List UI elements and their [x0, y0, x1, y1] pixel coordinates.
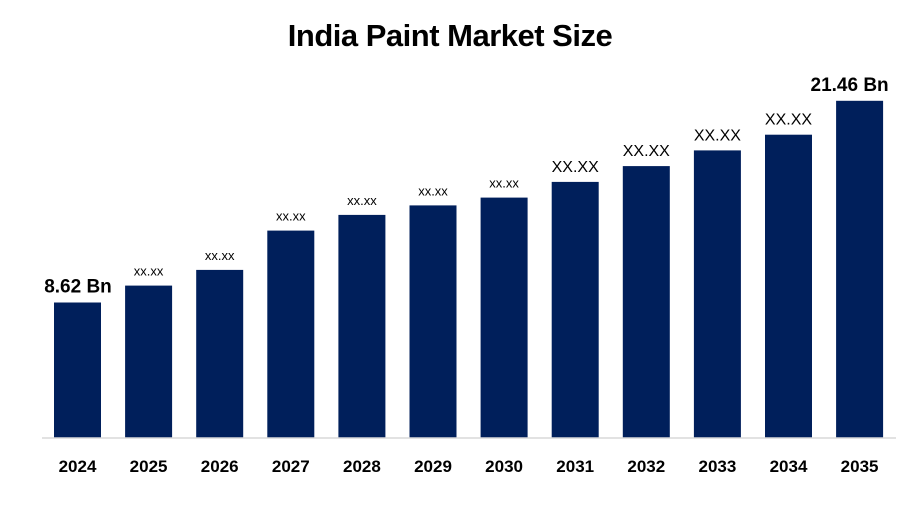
labels-layer: 8.62 Bn xx.xx xx.xx xx.xx xx.xx xx.xx xx.xx XX.… [44, 75, 888, 298]
x-tick-2034: 2034 [770, 457, 808, 476]
chart-title: India Paint Market Size [287, 18, 613, 53]
value-label-2025: xx.xx [134, 264, 164, 279]
bar-2028 [338, 214, 386, 438]
bars-layer [54, 100, 884, 439]
value-label-2028: xx.xx [347, 193, 377, 208]
bar-2034 [765, 134, 812, 438]
bar-2030 [480, 197, 528, 438]
value-label-2027: xx.xx [276, 209, 306, 224]
value-label-2035: 21.46 Bn [811, 75, 889, 96]
bar-2026 [196, 269, 244, 438]
x-tick-2033: 2033 [698, 457, 736, 476]
value-label-2024: 8.62 Bn [44, 277, 112, 298]
bar-2029 [409, 205, 457, 438]
bar-2024 [54, 302, 101, 438]
bar-2035 [836, 100, 884, 439]
x-tick-2025: 2025 [130, 457, 168, 476]
x-tick-2027: 2027 [272, 457, 310, 476]
x-tick-2035: 2035 [841, 457, 879, 476]
value-label-2033: XX.XX [694, 127, 741, 144]
x-tick-2028: 2028 [343, 457, 381, 476]
value-label-2032: XX.XX [623, 143, 670, 160]
bar-2033 [693, 150, 741, 438]
bar-2032 [622, 166, 670, 438]
x-tick-2030: 2030 [485, 457, 523, 476]
x-tick-2032: 2032 [627, 457, 665, 476]
x-tick-2029: 2029 [414, 457, 452, 476]
bar-2027 [267, 230, 315, 438]
x-axis-ticks: 2024 2025 2026 2027 2028 2029 2030 2031 2032 2033… [59, 457, 879, 476]
x-tick-2031: 2031 [556, 457, 594, 476]
bar-2025 [125, 285, 173, 438]
value-label-2029: xx.xx [418, 183, 448, 198]
value-label-2031: XX.XX [552, 159, 599, 176]
value-label-2034: XX.XX [765, 112, 812, 129]
x-tick-2026: 2026 [201, 457, 239, 476]
value-label-2026: xx.xx [205, 248, 235, 263]
value-label-2030: xx.xx [489, 176, 519, 191]
x-tick-2024: 2024 [59, 457, 97, 476]
bar-2031 [551, 181, 599, 438]
